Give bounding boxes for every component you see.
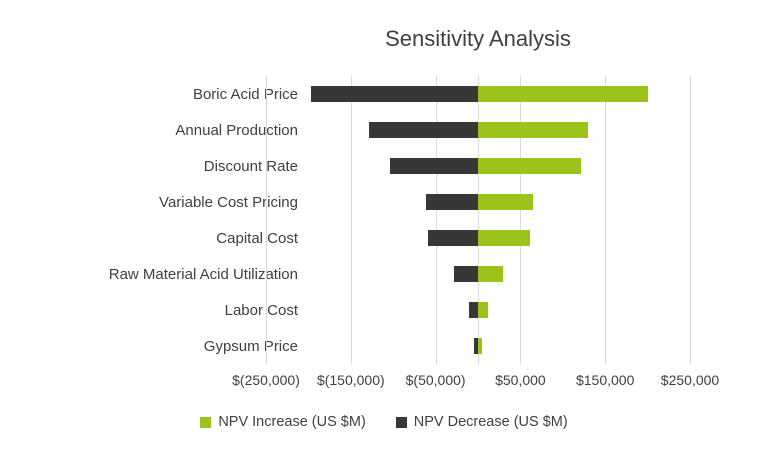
- bar-npv-increase: [478, 194, 534, 210]
- category-label: Annual Production: [175, 121, 298, 139]
- bar-npv-increase: [478, 158, 581, 174]
- bar-npv-decrease: [427, 230, 478, 246]
- bar-npv-increase: [478, 86, 648, 102]
- gridline: [520, 76, 522, 364]
- category-label: Discount Rate: [203, 157, 298, 175]
- legend-swatch-increase-icon: [200, 416, 212, 428]
- bar-npv-decrease: [468, 302, 478, 318]
- value-axis-zero-line: [478, 76, 479, 364]
- gridline: [690, 76, 691, 364]
- x-tick-label: $250,000: [660, 372, 720, 388]
- bar-npv-increase: [478, 230, 530, 246]
- x-tick-label: $150,000: [575, 372, 635, 388]
- legend-item-npv-increase: NPV Increase (US $M): [200, 414, 366, 430]
- bar-npv-increase: [478, 338, 483, 354]
- legend-label-npv-decrease: NPV Decrease (US $M): [413, 414, 568, 430]
- legend: NPV Increase (US $M) NPV Decrease (US $M…: [0, 414, 768, 430]
- gridline: [605, 76, 607, 364]
- bar-npv-decrease: [454, 266, 478, 282]
- bar-npv-increase: [478, 266, 503, 282]
- category-label: Boric Acid Price: [192, 85, 298, 103]
- bar-npv-decrease: [368, 122, 478, 138]
- gridline: [266, 76, 267, 364]
- x-tick-label: $(150,000): [316, 372, 385, 388]
- bar-npv-decrease: [473, 338, 478, 354]
- x-tick-label: $(50,000): [405, 372, 466, 388]
- category-label: Raw Material Acid Utilization: [108, 265, 298, 283]
- bar-npv-decrease: [389, 158, 478, 174]
- gridline: [350, 76, 352, 364]
- category-label: Gypsum Price: [203, 337, 298, 355]
- category-label: Labor Cost: [224, 301, 298, 319]
- x-tick-label: $50,000: [495, 372, 546, 388]
- x-axis: $(250,000) $(150,000) $(50,000) $50,000 $150…: [232, 372, 719, 390]
- bar-npv-decrease: [426, 194, 478, 210]
- legend-label-npv-increase: NPV Increase (US $M): [218, 414, 366, 430]
- bar-npv-increase: [478, 302, 489, 318]
- category-label: Variable Cost Pricing: [159, 193, 298, 211]
- plot-area: [266, 76, 691, 364]
- x-tick-label: $(250,000): [232, 372, 300, 388]
- chart-title: Sensitivity Analysis: [385, 26, 571, 51]
- legend-swatch-decrease-icon: [395, 416, 407, 428]
- bar-npv-increase: [478, 122, 589, 138]
- category-axis: Boric Acid Price Annual Production Discoun…: [0, 76, 298, 364]
- legend-item-npv-decrease: NPV Decrease (US $M): [395, 414, 568, 430]
- gridline: [435, 76, 437, 364]
- category-label: Capital Cost: [216, 229, 298, 247]
- bar-npv-decrease: [310, 86, 478, 102]
